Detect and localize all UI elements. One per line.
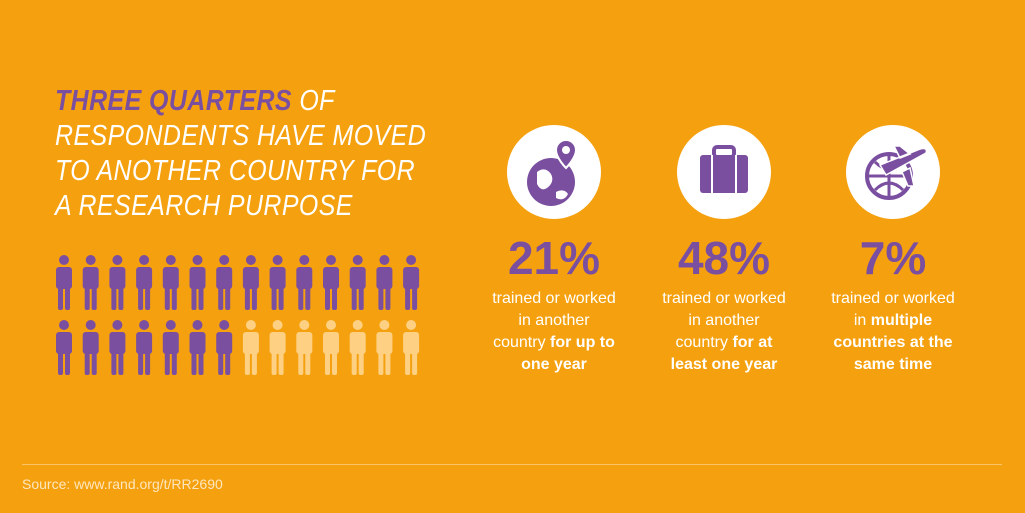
person-icon [189, 320, 206, 375]
description-text: country [675, 334, 733, 351]
person-icon [376, 255, 393, 310]
person-icon [216, 255, 233, 310]
description-bold: same time [853, 356, 933, 373]
person-icon [82, 320, 99, 375]
description-line: in multiple [803, 310, 983, 332]
person-icon [376, 320, 393, 375]
person-icon [296, 255, 313, 310]
description-line: in another [634, 310, 814, 332]
stat-description: trained or worked in multiple countries at… [803, 288, 983, 376]
description-text: trained or worked [831, 290, 955, 307]
person-icon [82, 255, 99, 310]
description-line: same time [803, 354, 983, 376]
description-text: country [493, 334, 551, 351]
description-bold: one year [521, 356, 587, 373]
headline-highlight: THREE QUARTERS [55, 85, 292, 117]
person-icon [242, 320, 259, 375]
person-icon [216, 320, 233, 375]
description-bold: for at [732, 334, 773, 351]
person-icon [162, 320, 179, 375]
person-icon [323, 320, 339, 375]
description-text: trained or worked [492, 290, 616, 307]
person-icon [242, 255, 259, 310]
headline-line: A RESEARCH PURPOSE [55, 190, 353, 222]
person-icon [269, 255, 286, 310]
headline: THREE QUARTERS OF RESPONDENTS HAVE MOVED… [55, 84, 426, 224]
stat: 48% trained or worked in another country f… [634, 230, 814, 376]
description-bold: multiple [870, 312, 933, 329]
person-icon [109, 255, 126, 310]
person-icon [189, 255, 206, 310]
person-icon [136, 255, 153, 310]
headline-line: TO ANOTHER COUNTRY FOR [55, 155, 416, 187]
description-text: in another [518, 312, 590, 329]
stat-percent: 21% [507, 232, 601, 284]
person-icon [136, 320, 153, 375]
stat-percent: 7% [859, 232, 927, 284]
stat-percent: 48% [677, 232, 771, 284]
person-icon [403, 320, 420, 375]
person-icon [296, 320, 313, 375]
stat: 7% trained or worked in multiple countries… [803, 230, 983, 376]
person-icon [109, 320, 126, 375]
description-line: least one year [634, 354, 814, 376]
person-icon [269, 320, 286, 375]
description-text: trained or worked [662, 290, 786, 307]
description-line: trained or worked [634, 288, 814, 310]
person-icon [403, 255, 420, 310]
person-icon [349, 255, 366, 310]
description-line: countries at the [803, 332, 983, 354]
description-bold: for up to [550, 334, 615, 351]
globe-pin-icon [507, 125, 601, 219]
headline-line: OF [291, 85, 335, 117]
description-bold: countries at the [833, 334, 953, 351]
description-line: trained or worked [803, 288, 983, 310]
description-line: in another [464, 310, 644, 332]
description-text: in [853, 312, 871, 329]
person-icon [56, 320, 72, 375]
headline-line: RESPONDENTS HAVE MOVED [55, 120, 427, 152]
plane-globe-icon [846, 125, 940, 219]
person-icon [162, 255, 179, 310]
description-line: trained or worked [464, 288, 644, 310]
description-bold: least one year [670, 356, 778, 373]
suitcase-icon [677, 125, 771, 219]
person-icon [56, 255, 72, 310]
description-text: in another [688, 312, 760, 329]
description-line: country for at [634, 332, 814, 354]
person-icon [323, 255, 339, 310]
stat-description: trained or worked in another country for a… [634, 288, 814, 376]
description-line: country for up to [464, 332, 644, 354]
person-icon [349, 320, 366, 375]
source: Source: www.rand.org/t/RR2690 [22, 476, 223, 492]
stat-description: trained or worked in another country for u… [464, 288, 644, 376]
divider [22, 464, 1002, 465]
description-line: one year [464, 354, 644, 376]
stat: 21% trained or worked in another country f… [464, 230, 644, 376]
